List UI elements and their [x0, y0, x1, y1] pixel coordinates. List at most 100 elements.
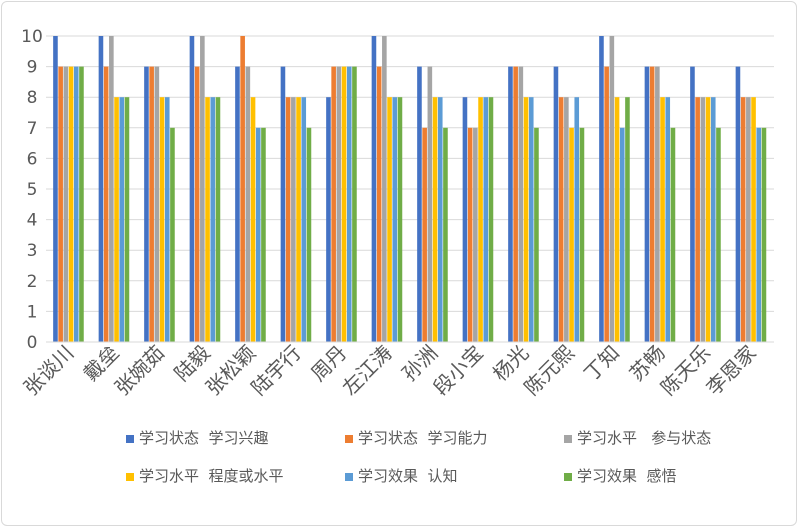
y-tick-label: 8 [27, 88, 38, 108]
bar [564, 97, 569, 342]
bar [432, 97, 438, 342]
bar [58, 66, 63, 342]
bar [210, 97, 216, 342]
bar [735, 66, 741, 342]
bar [73, 66, 79, 342]
bar [336, 66, 342, 342]
bar [700, 97, 706, 342]
legend-label: 学习状态 学习兴趣 [139, 429, 269, 447]
y-axis-ticks: 0 1 2 3 4 5 6 7 8 9 10 [21, 27, 43, 353]
legend-label: 学习状态 学习能力 [358, 429, 488, 447]
bar [604, 66, 609, 342]
bar [579, 127, 585, 342]
y-tick-label: 10 [21, 27, 43, 47]
x-tick-label: 陈天乐 [656, 341, 715, 400]
bar [751, 97, 756, 342]
bar [346, 66, 352, 342]
bar [462, 97, 468, 342]
bar [261, 127, 266, 342]
bar [68, 66, 74, 342]
bar [200, 36, 205, 342]
bar [326, 97, 331, 342]
bar [159, 97, 165, 342]
bar [124, 97, 130, 342]
bar [569, 127, 574, 342]
bar [518, 66, 524, 342]
bar [149, 66, 154, 342]
bar [144, 66, 149, 342]
bar [280, 66, 286, 342]
bar [417, 66, 422, 342]
bar [376, 66, 382, 342]
bar [756, 127, 762, 342]
bar [250, 97, 256, 342]
bar [170, 127, 175, 342]
bar [710, 97, 716, 342]
bar [341, 66, 347, 342]
bar [488, 97, 494, 342]
x-tick-label: 李恩家 [701, 341, 760, 400]
x-tick-label: 张松颖 [201, 341, 260, 400]
y-tick-label: 2 [27, 272, 38, 292]
x-tick-label: 陈元熙 [519, 341, 578, 400]
bars [53, 36, 767, 342]
bar [508, 66, 513, 342]
bar [154, 66, 160, 342]
bar [114, 97, 119, 342]
bar [558, 97, 564, 342]
bar [291, 97, 296, 342]
bar [705, 97, 711, 342]
bar [740, 97, 746, 342]
legend-label: 学习水平 参与状态 [577, 429, 711, 447]
y-tick-label: 3 [27, 241, 38, 261]
bar [79, 66, 84, 342]
bar [392, 97, 398, 342]
bar [473, 127, 478, 342]
bar [478, 97, 483, 342]
bar [98, 36, 104, 342]
bar [649, 66, 655, 342]
bar [103, 66, 109, 342]
bar [670, 127, 676, 342]
bar [240, 36, 245, 342]
bar [614, 97, 620, 342]
bar [513, 66, 518, 342]
bar [427, 66, 433, 342]
bar [483, 97, 489, 342]
bar [255, 127, 261, 342]
legend-label: 学习效果 认知 [358, 467, 458, 485]
bar [619, 127, 625, 342]
bar [194, 66, 200, 342]
bar [761, 127, 767, 342]
bar [655, 66, 660, 342]
bar [285, 97, 291, 342]
y-tick-label: 6 [27, 149, 38, 169]
bar [371, 36, 377, 342]
x-tick-label: 张婉茹 [110, 341, 169, 400]
legend-label: 学习水平 程度或水平 [139, 467, 284, 485]
bar [119, 97, 125, 342]
bar [215, 97, 221, 342]
y-tick-label: 5 [27, 180, 38, 200]
bar [660, 97, 665, 342]
legend-swatch [564, 435, 572, 443]
bar [746, 97, 751, 342]
bar [695, 97, 700, 342]
bar [189, 36, 195, 342]
bar [301, 97, 307, 342]
bar [523, 97, 529, 342]
x-tick-label: 左江涛 [337, 341, 396, 400]
bar [397, 97, 403, 342]
bar [665, 97, 671, 342]
bar [599, 36, 604, 342]
y-tick-label: 1 [27, 302, 38, 322]
bar [331, 66, 336, 342]
bar [609, 36, 615, 342]
legend-swatch [126, 435, 134, 443]
y-tick-label: 7 [27, 119, 38, 139]
x-tick-label: 段小宝 [428, 341, 487, 400]
y-tick-label: 4 [27, 211, 38, 231]
bar [235, 66, 240, 342]
